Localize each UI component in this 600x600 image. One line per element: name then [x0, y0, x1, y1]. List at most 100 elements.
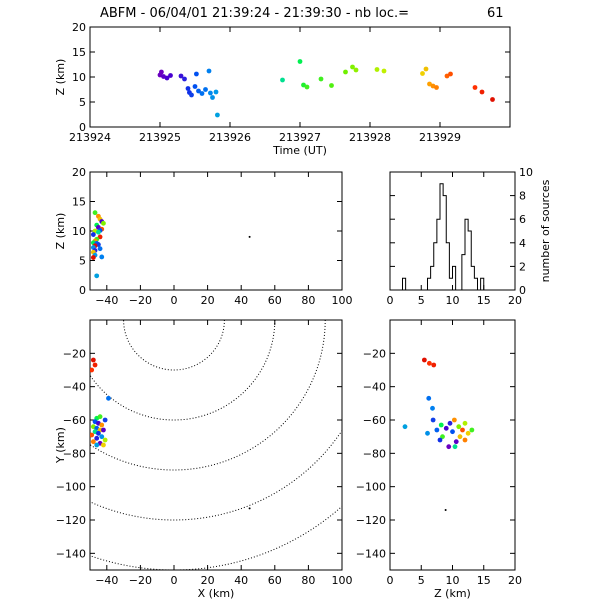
data-point [213, 89, 219, 95]
data-point [185, 86, 191, 91]
data-layer [157, 59, 495, 118]
y-tick-label: −40 [63, 381, 86, 394]
y-tick-label: 10 [72, 225, 86, 238]
data-point [329, 83, 334, 88]
range-ring [123, 320, 225, 371]
y-tick-label: 0 [79, 284, 86, 297]
data-point [426, 395, 432, 401]
data-point [192, 84, 198, 89]
data-point [101, 442, 106, 448]
data-point [444, 509, 447, 511]
x-tick-label: 40 [234, 294, 248, 307]
data-layer [90, 320, 342, 570]
data-point [99, 434, 105, 440]
y-axis-label: Z (km) [54, 59, 67, 96]
data-point [465, 430, 471, 436]
x-tick-label: 100 [332, 294, 353, 307]
data-point [440, 434, 445, 440]
y-tick-label: 0 [519, 284, 526, 297]
x-tick-label: 213929 [419, 131, 461, 144]
data-point [443, 425, 449, 431]
data-point [189, 92, 194, 98]
x-tick-label: 0 [171, 294, 178, 307]
data-point [434, 85, 439, 90]
x-tick-label: −20 [129, 294, 152, 307]
data-point [92, 210, 98, 216]
data-point [450, 429, 455, 435]
y-tick-label: 20 [72, 21, 86, 34]
x-tick-label: 20 [508, 294, 522, 307]
x-tick-label: 15 [477, 574, 491, 587]
y-tick-label: −120 [356, 514, 386, 527]
data-point [469, 427, 475, 433]
y-tick-label: 5 [79, 96, 86, 109]
panels: 213924 213925 213926 213927 213928 213929 0 5 10… [54, 21, 553, 600]
data-point [90, 255, 96, 260]
x-tick-label: 0 [171, 574, 178, 587]
x-tick-label: 60 [268, 574, 282, 587]
figure-title: ABFM - 06/04/01 21:39:24 - 21:39:30 - nb… [100, 6, 409, 21]
data-point [318, 76, 324, 82]
x-tick-label: 15 [477, 294, 491, 307]
data-point [196, 88, 201, 94]
y-tick-label: 4 [519, 237, 526, 250]
data-point [402, 424, 408, 430]
y-tick-label: −100 [56, 481, 86, 494]
y-tick-label: 0 [79, 121, 86, 134]
y-tick-label: −60 [363, 414, 386, 427]
data-point [425, 430, 430, 436]
x-tick-label: 213925 [139, 131, 181, 144]
data-point [423, 66, 429, 72]
data-point [90, 232, 96, 237]
x-tick-label: 20 [508, 574, 522, 587]
data-point [102, 417, 108, 423]
x-tick-label: 20 [201, 574, 215, 587]
data-point [96, 430, 101, 436]
x-tick-label: −20 [129, 574, 152, 587]
y-tick-label: −100 [356, 481, 386, 494]
x-tick-label: 10 [446, 294, 460, 307]
data-point [280, 77, 285, 83]
data-point [456, 424, 462, 430]
x-tick-label: 0 [387, 294, 394, 307]
data-point [453, 439, 459, 445]
x-tick-label: 213927 [279, 131, 321, 144]
data-point [297, 59, 303, 64]
data-point [437, 437, 443, 443]
x-axis-label: Z (km) [434, 587, 471, 600]
data-point [304, 84, 310, 90]
x-tick-label: 60 [268, 294, 282, 307]
data-point [208, 90, 213, 96]
y-tick-label: −20 [63, 347, 86, 360]
data-point [353, 67, 359, 73]
data-point [420, 71, 425, 76]
y-tick-label: −80 [63, 447, 86, 460]
data-point [438, 422, 444, 428]
data-point [301, 82, 306, 88]
data-point [427, 81, 432, 87]
data-layer [90, 210, 251, 279]
data-point [451, 417, 457, 423]
data-point [97, 246, 103, 252]
data-point [90, 439, 96, 445]
y-tick-label: 6 [519, 213, 526, 226]
data-point [94, 435, 100, 441]
data-point [106, 395, 111, 401]
data-point [457, 434, 463, 440]
data-point [92, 362, 98, 368]
data-layer [402, 357, 475, 511]
data-point [194, 71, 199, 77]
data-point [343, 69, 348, 75]
data-point [426, 360, 432, 366]
y-tick-label: −40 [363, 381, 386, 394]
data-point [248, 507, 251, 510]
x-tick-label: 213926 [209, 131, 251, 144]
data-layer [402, 183, 487, 290]
y-tick-label: 2 [519, 260, 526, 273]
data-point [248, 235, 251, 238]
data-point [215, 112, 220, 118]
x-tick-label: 20 [201, 294, 215, 307]
figure-title-count: 61 [487, 6, 504, 21]
